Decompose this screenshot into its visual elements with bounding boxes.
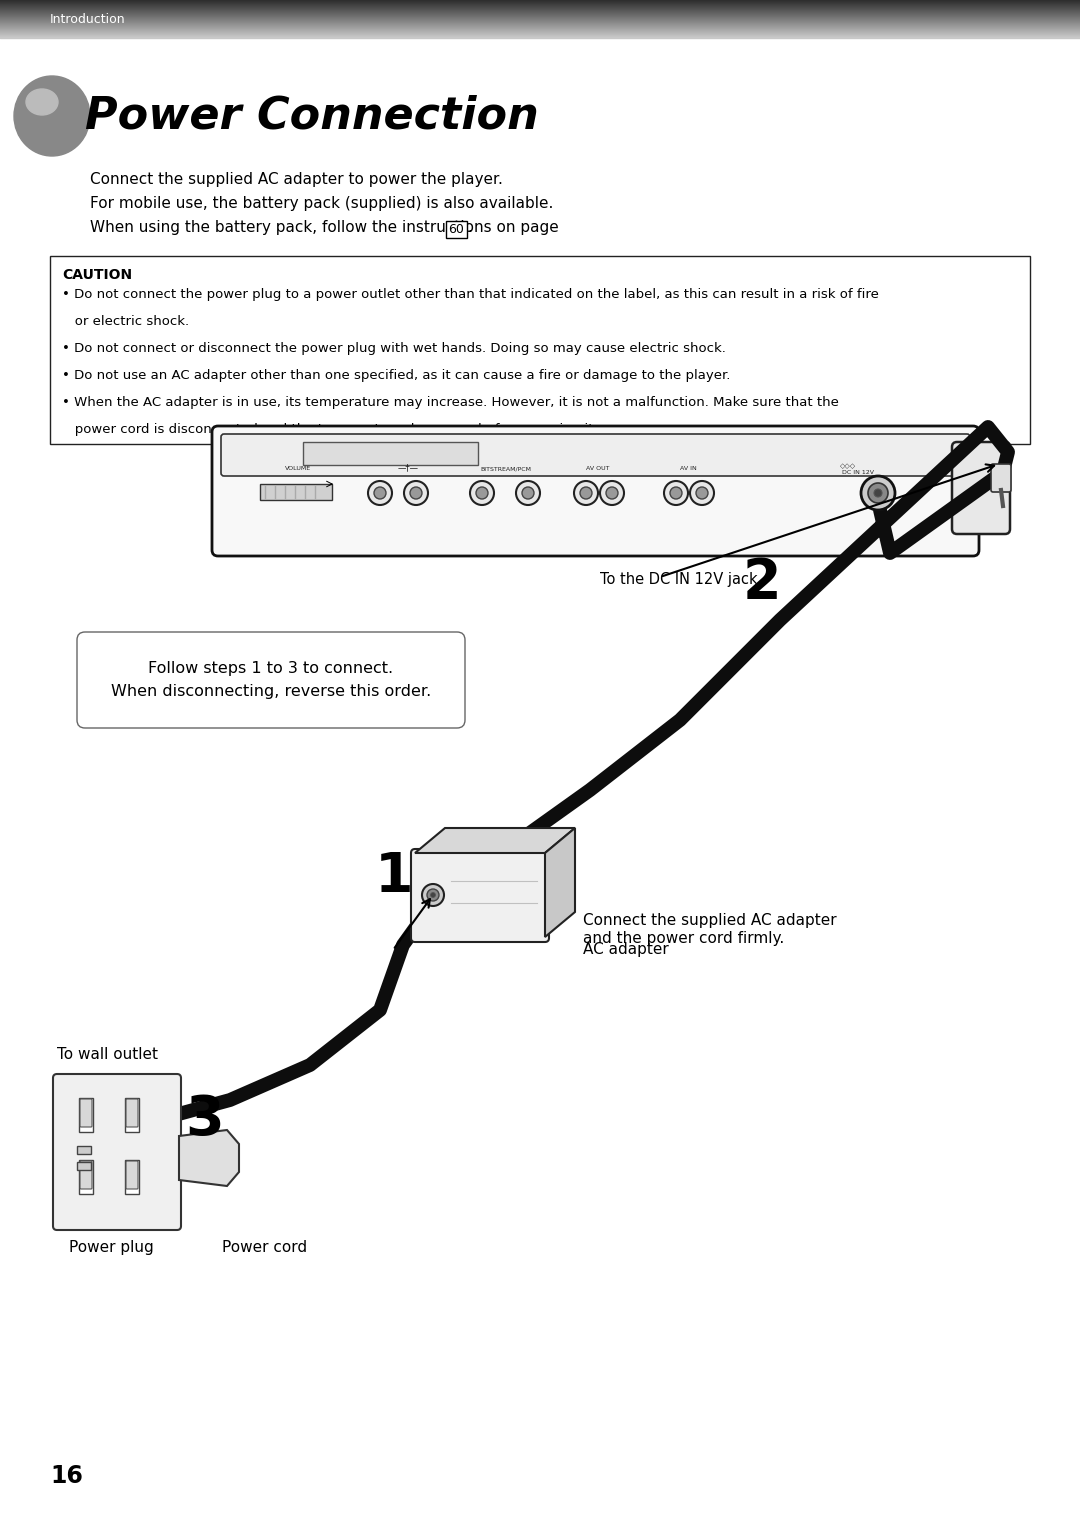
Circle shape <box>664 481 688 506</box>
Bar <box>125 1161 139 1194</box>
Circle shape <box>868 483 888 503</box>
Text: Connect the supplied AC adapter to power the player.: Connect the supplied AC adapter to power… <box>90 172 503 187</box>
Circle shape <box>368 481 392 506</box>
Text: and the power cord firmly.: and the power cord firmly. <box>583 931 784 946</box>
Circle shape <box>422 883 444 906</box>
Text: ◇◇◇: ◇◇◇ <box>840 463 856 469</box>
Circle shape <box>470 481 494 506</box>
Text: 16: 16 <box>50 1464 83 1488</box>
Polygon shape <box>415 829 575 853</box>
Text: When using the battery pack, follow the instructions on page: When using the battery pack, follow the … <box>90 219 564 235</box>
Text: 2: 2 <box>742 556 781 611</box>
Text: Power plug: Power plug <box>69 1240 153 1255</box>
Text: —†—: —†— <box>397 463 419 472</box>
Bar <box>260 484 332 500</box>
FancyBboxPatch shape <box>53 1074 181 1231</box>
FancyBboxPatch shape <box>50 256 1030 445</box>
Text: or electric shock.: or electric shock. <box>62 315 189 327</box>
Circle shape <box>404 481 428 506</box>
FancyBboxPatch shape <box>951 442 1010 535</box>
FancyBboxPatch shape <box>80 1100 92 1127</box>
Bar <box>79 1161 93 1194</box>
Text: Power Connection: Power Connection <box>85 94 539 137</box>
Circle shape <box>573 481 598 506</box>
Circle shape <box>606 487 618 500</box>
FancyBboxPatch shape <box>126 1100 138 1127</box>
Bar <box>125 1098 139 1132</box>
Bar <box>303 442 478 465</box>
FancyBboxPatch shape <box>77 632 465 728</box>
FancyBboxPatch shape <box>212 426 978 556</box>
FancyBboxPatch shape <box>411 848 549 943</box>
Text: Follow steps 1 to 3 to connect.
When disconnecting, reverse this order.: Follow steps 1 to 3 to connect. When dis… <box>111 661 431 699</box>
Text: To the DC IN 12V jack: To the DC IN 12V jack <box>600 573 758 586</box>
Circle shape <box>580 487 592 500</box>
Circle shape <box>874 489 882 496</box>
Text: To wall outlet: To wall outlet <box>57 1046 158 1062</box>
Text: Connect the supplied AC adapter: Connect the supplied AC adapter <box>583 912 837 928</box>
Text: Power cord: Power cord <box>222 1240 307 1255</box>
Text: VOLUME: VOLUME <box>285 466 311 471</box>
Polygon shape <box>179 1130 239 1186</box>
Ellipse shape <box>26 88 58 116</box>
Text: For mobile use, the battery pack (supplied) is also available.: For mobile use, the battery pack (suppli… <box>90 196 553 212</box>
Text: CAUTION: CAUTION <box>62 268 132 282</box>
Circle shape <box>690 481 714 506</box>
Text: 60: 60 <box>448 222 464 236</box>
Text: power cord is disconnected and the temperature decreases before carrying it.: power cord is disconnected and the tempe… <box>62 423 597 436</box>
FancyBboxPatch shape <box>80 1161 92 1189</box>
Circle shape <box>431 892 435 897</box>
Text: .: . <box>468 219 473 235</box>
Circle shape <box>410 487 422 500</box>
Circle shape <box>476 487 488 500</box>
Text: BITSTREAM/PCM: BITSTREAM/PCM <box>481 466 531 471</box>
Circle shape <box>427 889 438 902</box>
FancyBboxPatch shape <box>446 221 467 238</box>
Text: AV OUT: AV OUT <box>586 466 610 471</box>
Text: 3: 3 <box>185 1094 224 1147</box>
FancyBboxPatch shape <box>991 465 1011 492</box>
Circle shape <box>600 481 624 506</box>
Text: • Do not connect the power plug to a power outlet other than that indicated on t: • Do not connect the power plug to a pow… <box>62 288 879 302</box>
Text: 1: 1 <box>375 850 414 905</box>
FancyBboxPatch shape <box>126 1161 138 1189</box>
Text: • Do not connect or disconnect the power plug with wet hands. Doing so may cause: • Do not connect or disconnect the power… <box>62 343 726 355</box>
Text: DC IN 12V: DC IN 12V <box>842 471 874 475</box>
Text: • Do not use an AC adapter other than one specified, as it can cause a fire or d: • Do not use an AC adapter other than on… <box>62 369 730 382</box>
Circle shape <box>516 481 540 506</box>
Circle shape <box>861 477 895 510</box>
Circle shape <box>670 487 681 500</box>
Bar <box>77 1162 91 1170</box>
Text: • When the AC adapter is in use, its temperature may increase. However, it is no: • When the AC adapter is in use, its tem… <box>62 396 839 410</box>
Bar <box>77 1145 91 1154</box>
Ellipse shape <box>14 76 90 155</box>
Bar <box>79 1098 93 1132</box>
Text: AC adapter: AC adapter <box>583 943 669 956</box>
Text: AV IN: AV IN <box>679 466 697 471</box>
Text: Introduction: Introduction <box>50 12 125 26</box>
Polygon shape <box>545 829 575 937</box>
FancyBboxPatch shape <box>221 434 970 477</box>
Circle shape <box>374 487 386 500</box>
Circle shape <box>696 487 708 500</box>
Circle shape <box>522 487 534 500</box>
